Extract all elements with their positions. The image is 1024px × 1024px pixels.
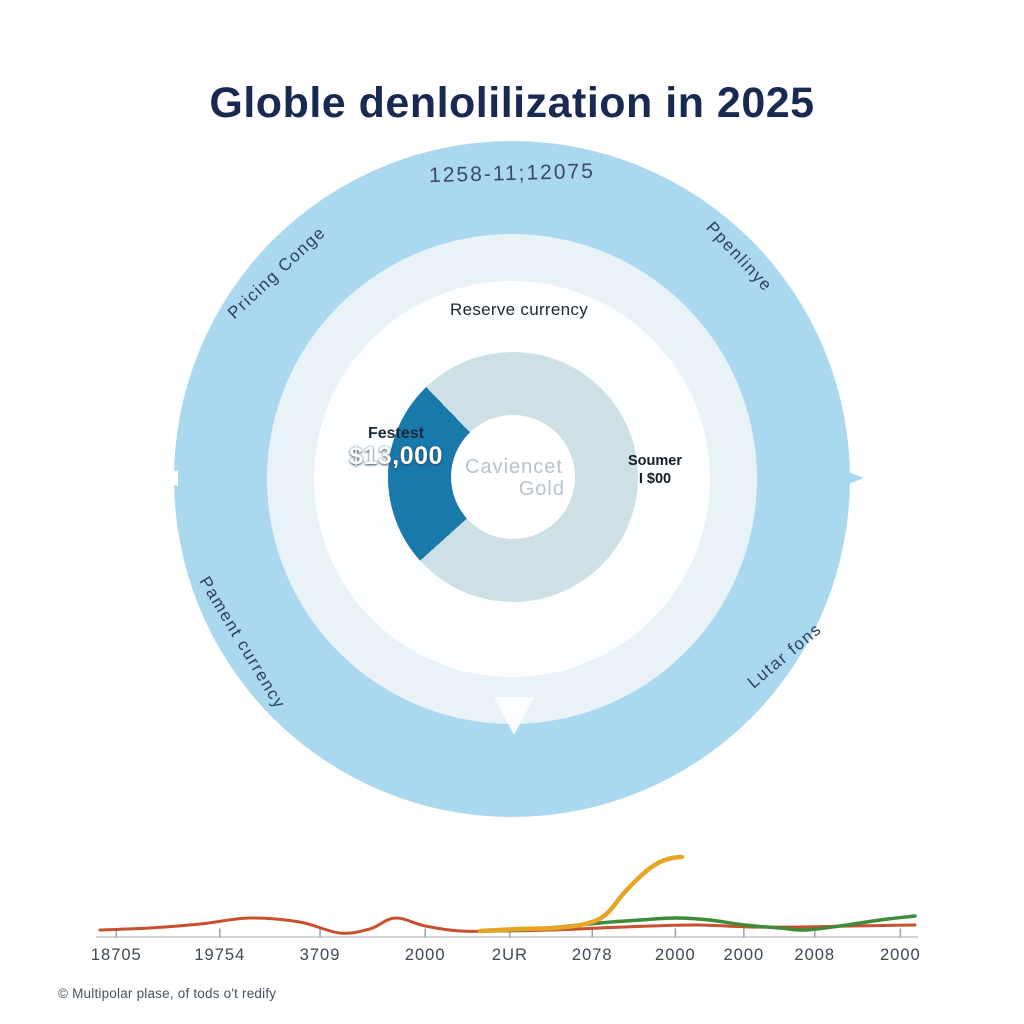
x-axis-tick-label: 18705 (91, 946, 142, 964)
x-axis-tick-label: 2000 (723, 946, 764, 964)
bottom-line-chart: 18705 19754 3709 2000 2UR 2078 2000 2000 2008 200… (91, 854, 921, 964)
left-callout-title: Festest (367, 425, 425, 442)
x-axis-tick-label: 3709 (300, 946, 341, 964)
reserve-currency-label: Reserve currency (449, 300, 589, 319)
top-arc-label: 1258-11;12075 (428, 159, 596, 188)
bottom-pointer-notch-icon (494, 697, 534, 735)
right-callout: Soumer I $00 (622, 452, 688, 488)
x-axis-tick-label: 19754 (194, 946, 245, 964)
donut-center-label-line1: Caviencet (465, 456, 563, 478)
x-axis-tick-label: 2008 (794, 946, 835, 964)
amber-line (477, 854, 685, 934)
left-callout-value: $13,000 (349, 441, 443, 470)
page-title: Globle denlolilization in 2025 (209, 78, 815, 127)
x-axis-tick-label: 2000 (655, 946, 696, 964)
x-axis-tick-label: 2000 (405, 946, 446, 964)
footnote: © Multipolar plase, of tods o't redify (58, 986, 277, 1001)
x-axis-tick-label: 2000 (880, 946, 921, 964)
x-axis-tick-label: 2UR (492, 946, 528, 964)
donut-center-label-line2: Gold (518, 478, 565, 500)
right-callout-value: I $00 (638, 471, 672, 488)
left-pointer-notch-icon (156, 470, 178, 486)
x-axis-tick-label: 2078 (572, 946, 613, 964)
donut-center-hole (451, 415, 575, 539)
donut-center-label: Caviencet Gold (455, 456, 573, 500)
right-callout-title: Soumer (628, 453, 682, 469)
left-callout: Festest $13,000 (330, 425, 462, 470)
right-pointer-tail-icon (846, 471, 864, 485)
